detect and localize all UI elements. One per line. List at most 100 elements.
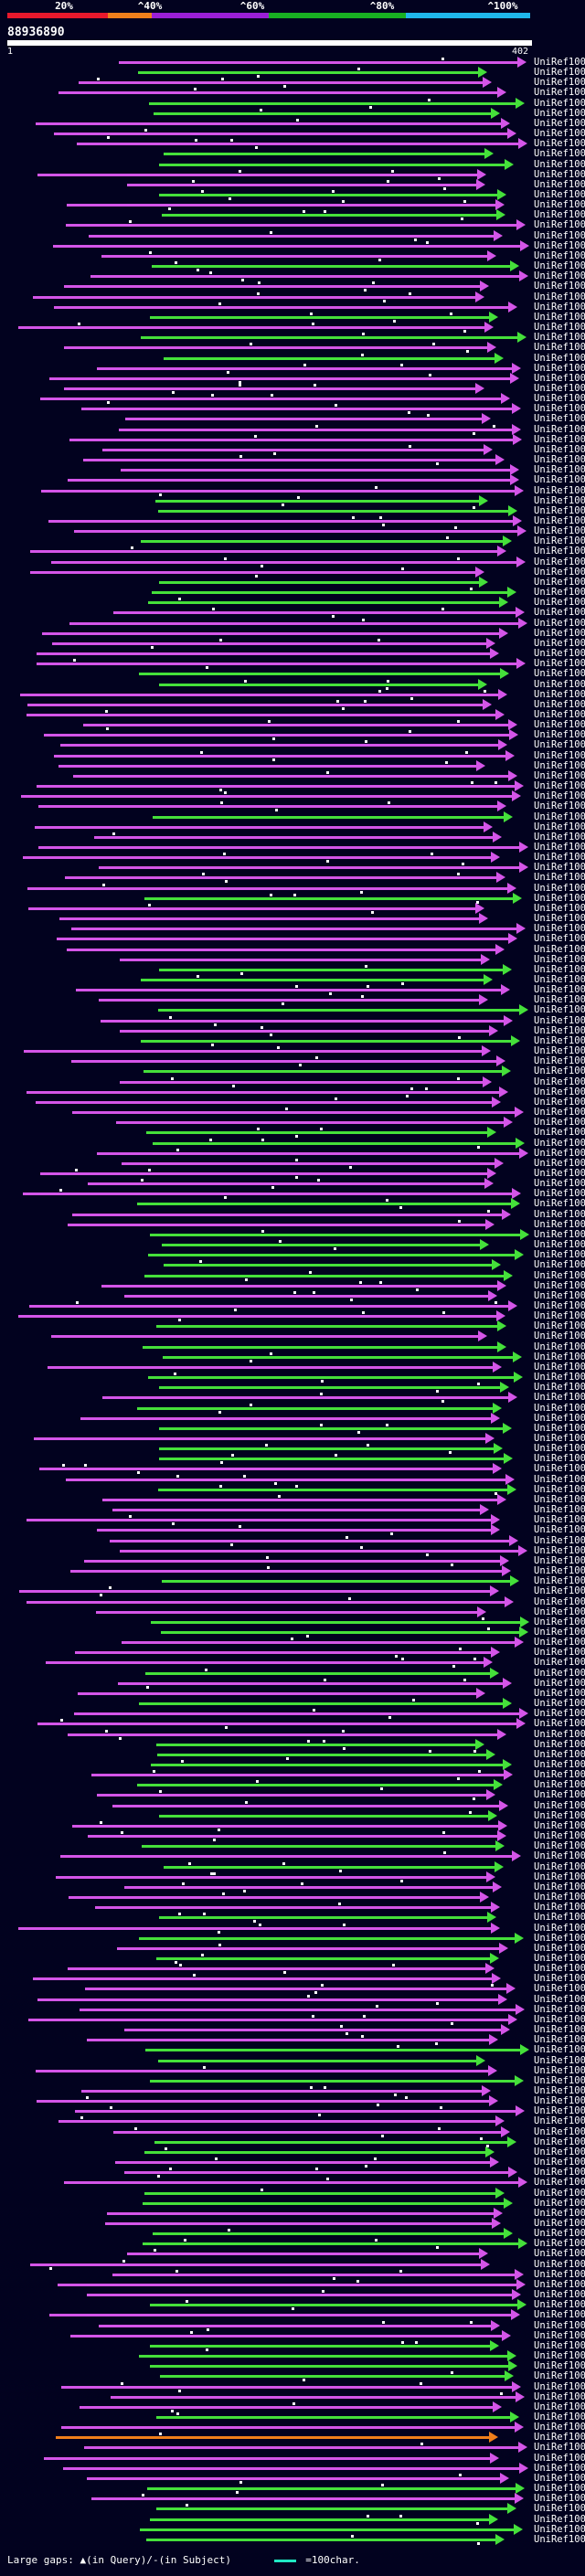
hit-row[interactable]: UniRef100_B3NJY9 — [0, 1473, 585, 1485]
hit-row[interactable]: UniRef100_B4JKI9 — [0, 902, 585, 914]
hit-row[interactable]: UniRef100_B4MFH6 — [0, 504, 585, 516]
hit-label[interactable]: UniRef100_Q6CPQ6 — [534, 1504, 585, 1516]
hit-label[interactable]: UniRef100_Q9P7J8 — [534, 2115, 585, 2127]
hit-row[interactable]: UniRef100_Q555L8 — [0, 1657, 585, 1669]
hit-label[interactable]: UniRef100_B5DW08 — [534, 943, 585, 955]
hit-row[interactable]: UniRef100_B4JKI8 — [0, 199, 585, 211]
hit-row[interactable]: UniRef100_A4R167 — [0, 2095, 585, 2107]
hit-row[interactable]: UniRef100_B4L8H0 — [0, 678, 585, 690]
hit-row[interactable]: UniRef100_Q55DL2 — [0, 597, 585, 609]
hit-row[interactable]: UniRef100_B4N1J7 — [0, 219, 585, 231]
hit-label[interactable]: UniRef100_B4JR28 — [534, 1289, 585, 1301]
hit-label[interactable]: UniRef100_C5DE49 — [534, 933, 585, 945]
hit-row[interactable]: UniRef100_B4J8U4 — [0, 1147, 585, 1159]
hit-row[interactable]: UniRef100_UP1000... — [0, 1534, 585, 1546]
hit-row[interactable]: UniRef100_C5FS43 — [0, 739, 585, 751]
hit-row[interactable]: UniRef100_B7Z8F1 — [0, 443, 585, 455]
hit-row[interactable]: UniRef100_B5HQ44 — [0, 1912, 585, 1924]
hit-label[interactable]: UniRef100_A7E578 — [534, 1687, 585, 1699]
hit-label[interactable]: UniRef100_B3NM79 — [534, 2299, 585, 2311]
hit-row[interactable]: UniRef100_Q6CPQ6 — [0, 1504, 585, 1516]
hit-row[interactable]: UniRef100_Q6J118 — [0, 862, 585, 874]
hit-label[interactable]: UniRef100_C1GEW0 — [534, 1524, 585, 1536]
hit-label[interactable]: UniRef100_B4MSP3 — [534, 668, 585, 680]
hit-row[interactable]: UniRef100_Q54LW2 — [0, 2411, 585, 2422]
hit-row[interactable]: UniRef100_A9VB85 — [0, 1330, 585, 1342]
hit-row[interactable]: UniRef100_C4QZ01 — [0, 1351, 585, 1362]
hit-label[interactable]: UniRef100_Q29LH5 — [534, 2105, 585, 2117]
hit-label[interactable]: UniRef100_Q54MQ2 — [534, 1218, 585, 1230]
hit-label[interactable]: UniRef100_Q54L21 — [534, 607, 585, 619]
hit-row[interactable]: UniRef100_A7E578 — [0, 1687, 585, 1699]
hit-row[interactable]: UniRef100_C5FFD7 — [0, 1178, 585, 1190]
hit-label[interactable]: UniRef100_B4K013 — [534, 1096, 585, 1108]
hit-label[interactable]: UniRef100_B2ADF9 — [534, 67, 585, 79]
hit-label[interactable]: UniRef100_A9V119 — [534, 1637, 585, 1648]
hit-row[interactable]: UniRef100_C4QXF2 — [0, 1045, 585, 1057]
hit-row[interactable]: UniRef100_B4JVB5 — [0, 1453, 585, 1465]
hit-label[interactable]: UniRef100_Q6J118 — [534, 862, 585, 874]
hit-row[interactable]: UniRef100_Q8TGH8 — [0, 1493, 585, 1505]
hit-row[interactable]: UniRef100_Q54YH3 — [0, 556, 585, 567]
hit-label[interactable]: UniRef100_B4IYI0 — [534, 1310, 585, 1322]
hit-label[interactable]: UniRef100_B4JF11 — [534, 1137, 585, 1149]
hit-row[interactable]: UniRef100_B3DDH4 — [0, 393, 585, 405]
hit-row[interactable]: UniRef100_Q29IV9 — [0, 2146, 585, 2157]
hit-row[interactable]: UniRef100_B4L900 — [0, 984, 585, 996]
hit-row[interactable]: UniRef100_P0C692 — [0, 535, 585, 547]
hit-row[interactable]: UniRef100_Q6CDV3 — [0, 1647, 585, 1659]
hit-row[interactable]: UniRef100_Q55E61 — [0, 2003, 585, 2015]
hit-row[interactable]: UniRef100_A9V119 — [0, 1637, 585, 1648]
hit-row[interactable]: UniRef100_B4N9W4 — [0, 1269, 585, 1281]
hit-label[interactable]: UniRef100_C4QZ01 — [534, 1351, 585, 1362]
hit-label[interactable]: UniRef100_Q555L8 — [534, 1657, 585, 1669]
hit-row[interactable]: UniRef100_Q2GXC6 — [0, 1228, 585, 1240]
hit-label[interactable]: UniRef100_B4QZ41 — [534, 2187, 585, 2199]
hit-row[interactable]: UniRef100_B4NFA7 — [0, 138, 585, 150]
hit-label[interactable]: UniRef100_Q29EE8 — [534, 281, 585, 292]
hit-row[interactable]: UniRef100_Q54WA0 — [0, 2360, 585, 2372]
hit-row[interactable]: UniRef100_B4M1S3 — [0, 1809, 585, 1821]
hit-label[interactable]: UniRef100_B4KR89 — [534, 525, 585, 537]
hit-row[interactable]: UniRef100_B4JYK0 — [0, 1117, 585, 1129]
hit-label[interactable]: UniRef100_B4JF85 — [534, 1871, 585, 1882]
hit-label[interactable]: UniRef100_B4NQ14 — [534, 2034, 585, 2046]
hit-label[interactable]: UniRef100_B4MKU8 — [534, 2044, 585, 2056]
hit-row[interactable]: UniRef100_C1Q918 — [0, 1667, 585, 1679]
hit-row[interactable]: UniRef100_B4JNF4 — [0, 1840, 585, 1852]
hit-label[interactable]: UniRef100_B4JCP0 — [534, 189, 585, 201]
hit-row[interactable]: UniRef100_UP1000... — [0, 260, 585, 272]
hit-label[interactable]: UniRef100_C5DR47 — [534, 1514, 585, 1526]
hit-row[interactable]: UniRef100_B4Q9U5 — [0, 1789, 585, 1801]
hit-label[interactable]: UniRef100_UP1000... — [534, 433, 585, 445]
hit-label[interactable]: UniRef100_B4JUT4 — [534, 423, 585, 435]
hit-row[interactable]: UniRef100_B4J7U4 — [0, 2503, 585, 2515]
hit-row[interactable]: UniRef100_UP1000... — [0, 852, 585, 864]
hit-label[interactable]: UniRef100_Q6C113 — [534, 2319, 585, 2331]
hit-row[interactable]: UniRef100_B4NGH3 — [0, 637, 585, 649]
hit-row[interactable]: UniRef100_B4J2B1 — [0, 1157, 585, 1169]
hit-row[interactable]: UniRef100_Q54L21 — [0, 607, 585, 619]
hit-row[interactable]: UniRef100_B4KCD9 — [0, 576, 585, 588]
hit-row[interactable]: UniRef100_B4L6K1 — [0, 301, 585, 313]
hit-label[interactable]: UniRef100_B4K8L4 — [534, 2248, 585, 2260]
hit-label[interactable]: UniRef100_Q2HE25 — [534, 2024, 585, 2036]
hit-label[interactable]: UniRef100_Q0IMR6 — [534, 749, 585, 761]
hit-label[interactable]: UniRef100_B4L64K — [534, 2462, 585, 2474]
hit-label[interactable]: UniRef100_A9VB85 — [534, 1330, 585, 1342]
hit-row[interactable]: UniRef100_Q5A891 — [0, 1779, 585, 1791]
hit-label[interactable]: UniRef100_B3NDI7 — [534, 2074, 585, 2086]
hit-row[interactable]: UniRef100_C1GFJ3 — [0, 2084, 585, 2096]
hit-row[interactable]: UniRef100_B4J0H8 — [0, 963, 585, 975]
hit-row[interactable]: UniRef100_Q12VD8 — [0, 2422, 585, 2433]
hit-label[interactable]: UniRef100_B4KZY4 — [534, 1086, 585, 1097]
hit-label[interactable]: UniRef100_B4J8U4 — [534, 1147, 585, 1159]
hit-label[interactable]: UniRef100_B4JIS0 — [534, 790, 585, 802]
hit-row[interactable]: UniRef100_B4KZY4 — [0, 1086, 585, 1097]
hit-label[interactable]: UniRef100_B4NB57 — [534, 128, 585, 140]
hit-label[interactable]: UniRef100_UP1000... — [534, 1983, 585, 1995]
hit-label[interactable]: UniRef100_Q5A9W2 — [534, 841, 585, 853]
hit-row[interactable]: UniRef100_B3P0E1 — [0, 1616, 585, 1627]
hit-row[interactable]: UniRef100_A9ZK71 — [0, 1902, 585, 1913]
hit-label[interactable]: UniRef100_B4QZ29 — [534, 1249, 585, 1261]
